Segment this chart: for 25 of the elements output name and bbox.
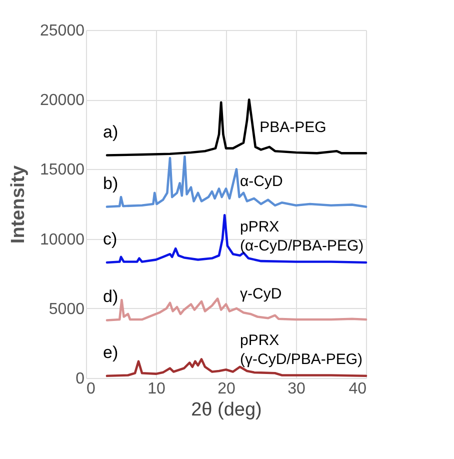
annotation: a) — [103, 122, 118, 142]
x-tick-label: 40 — [348, 380, 367, 398]
line-series — [106, 156, 368, 208]
series-label: pPRX (α-CyD/PBA-PEG) — [240, 218, 364, 254]
series-label: PBA-PEG — [260, 119, 326, 136]
annotation: c) — [103, 229, 118, 248]
series-label: α-CyD — [240, 172, 283, 190]
y-axis-title: Intensity — [8, 165, 30, 244]
y-tick-label: 15000 — [40, 162, 85, 179]
line-series — [106, 98, 368, 156]
annotation: e) — [103, 342, 118, 362]
x-tick-label: 20 — [218, 380, 236, 398]
series-label: pPRX (γ-CyD/PBA-PEG) — [240, 332, 363, 368]
x-tick-label: 30 — [288, 380, 306, 398]
annotation: b) — [103, 174, 118, 193]
series-label: γ-CyD — [240, 286, 282, 303]
annotation: d) — [103, 287, 118, 306]
x-tick-label: 0 — [86, 380, 96, 398]
x-axis-title: 2θ (deg) — [191, 400, 262, 420]
line-series — [106, 214, 368, 264]
y-tick-label: 10000 — [40, 231, 85, 248]
y-tick-label: 5000 — [48, 300, 85, 318]
y-tick-label: 25000 — [40, 22, 85, 40]
y-tick-label: 20000 — [40, 92, 85, 110]
x-tick-label: 10 — [148, 380, 166, 398]
